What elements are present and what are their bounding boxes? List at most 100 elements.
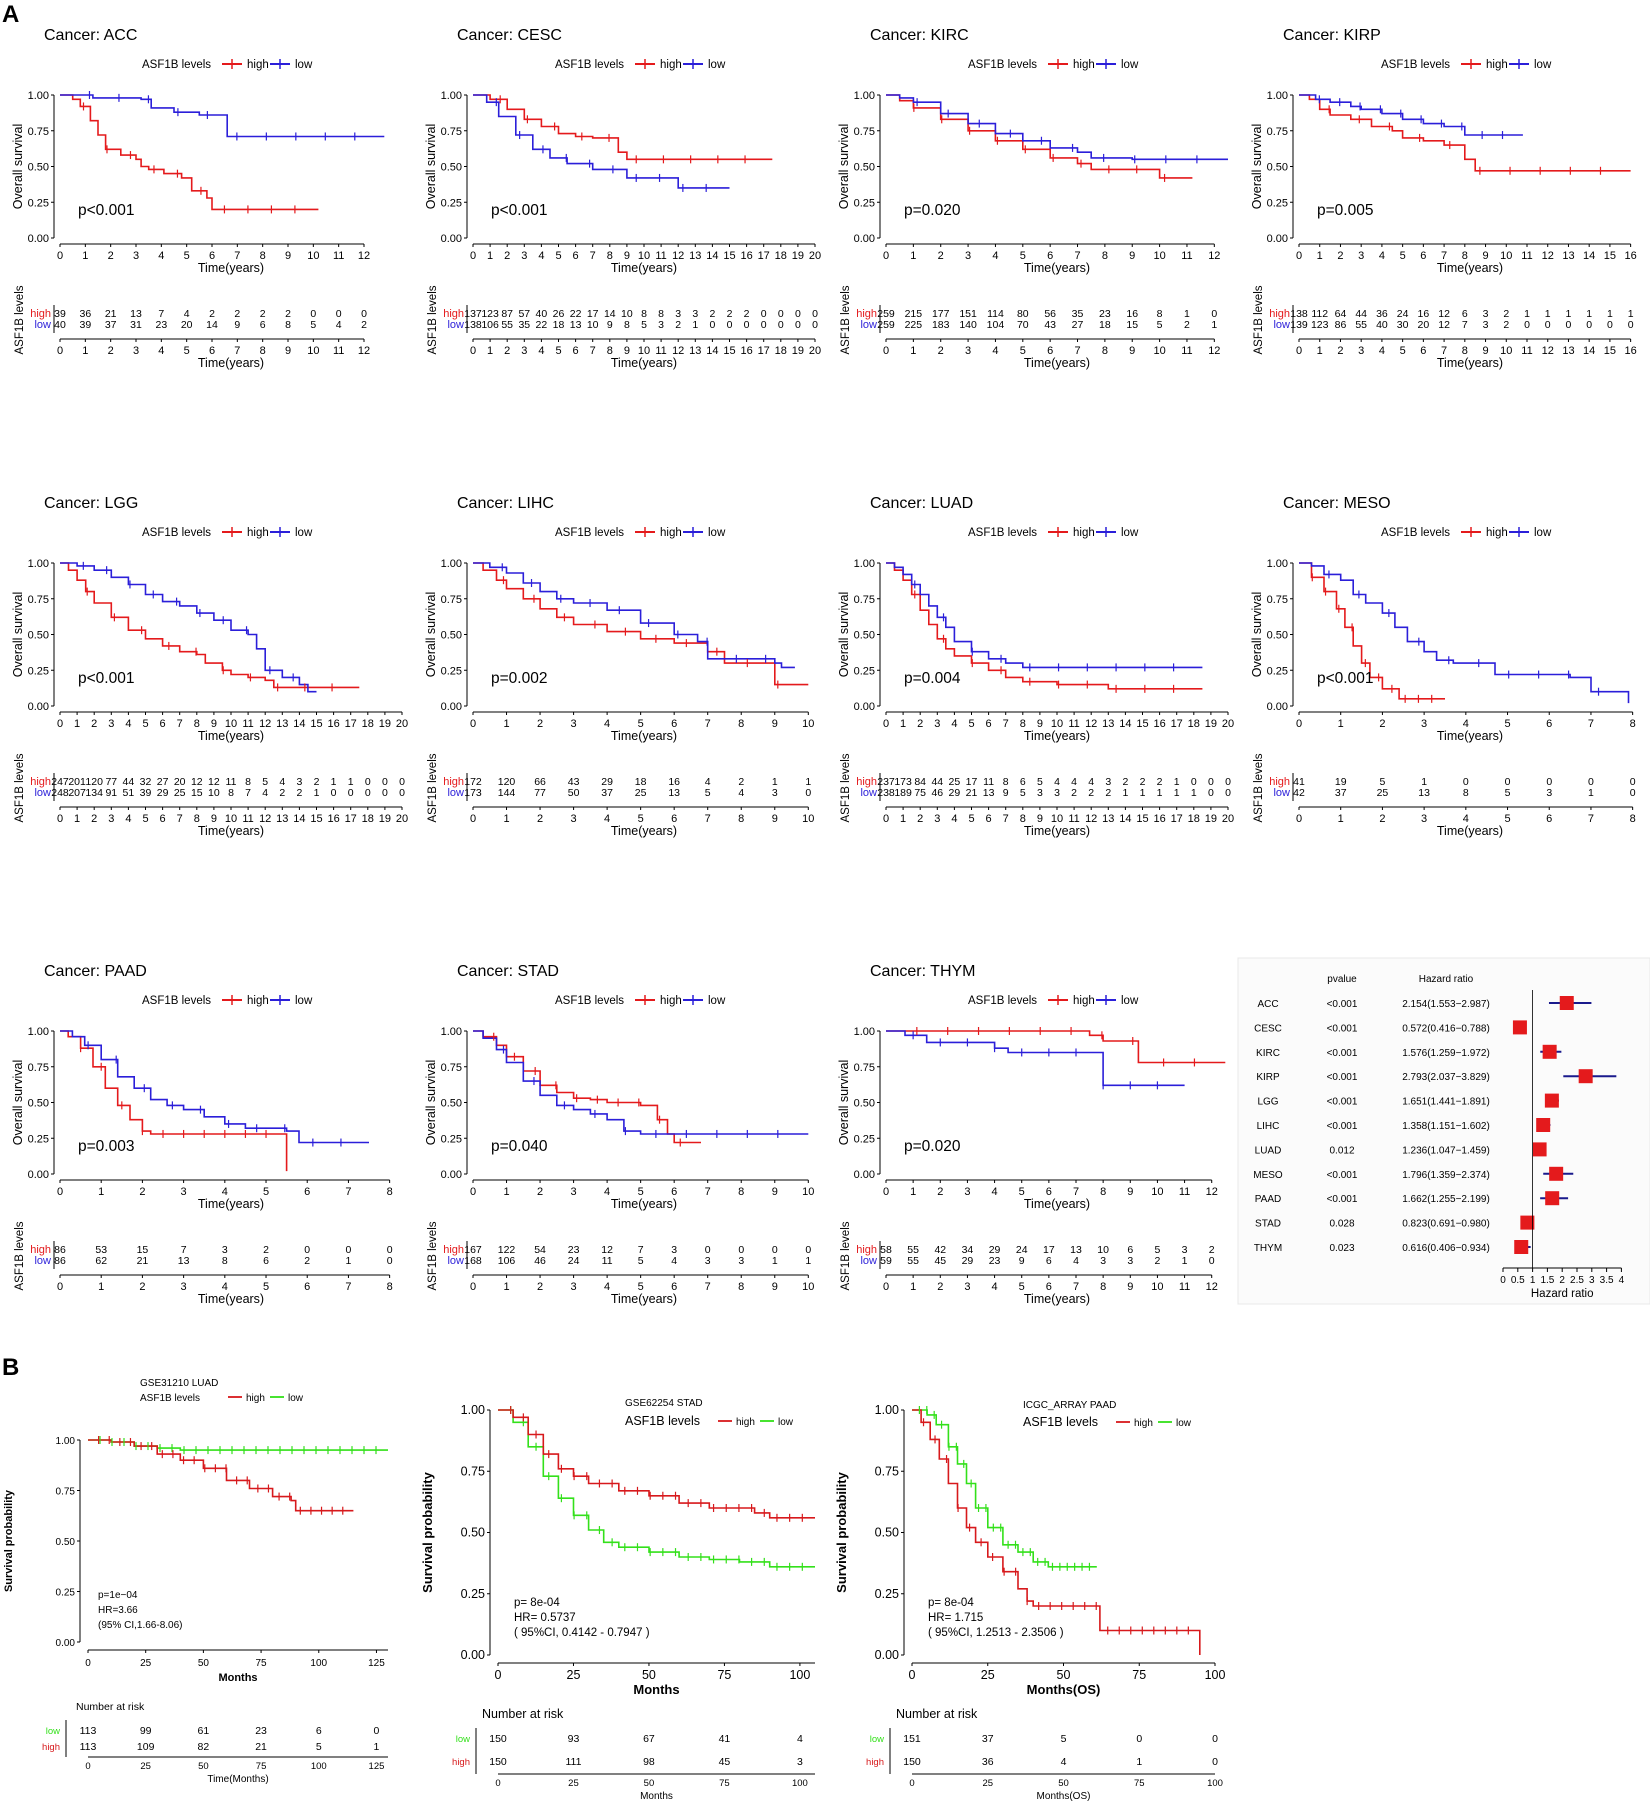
risk-x-tick-label: 4 <box>1379 345 1385 357</box>
forest-hr-box <box>1549 1166 1564 1181</box>
risk-count-low: 21 <box>137 1255 149 1267</box>
risk-x-tick-label: 0 <box>57 1281 63 1293</box>
risk-count-high: 13 <box>130 308 142 320</box>
risk-count-low: 13 <box>570 319 582 331</box>
risk-count-high: 8 <box>658 308 664 320</box>
risk-count-high: 21 <box>255 1741 267 1753</box>
risk-x-tick-label: 12 <box>1542 345 1554 357</box>
x-tick-label: 9 <box>1129 250 1135 262</box>
risk-count-low: 2 <box>304 1255 310 1267</box>
risk-count-high: 138 <box>1290 308 1308 320</box>
x-tick-label: 2 <box>938 250 944 262</box>
y-tick-label: 0.25 <box>56 1588 76 1599</box>
panel-b-label: B <box>2 1354 19 1381</box>
x-tick-label: 13 <box>1562 250 1574 262</box>
risk-count-low: 173 <box>464 787 482 799</box>
x-tick-label: 75 <box>256 1658 268 1669</box>
risk-high-label: high <box>856 308 877 320</box>
x-tick-label: 7 <box>345 1186 351 1198</box>
risk-x-tick-label: 25 <box>568 1778 579 1789</box>
risk-x-tick-label: 5 <box>1400 345 1406 357</box>
x-tick-label: 1 <box>74 718 80 730</box>
risk-count-high: 120 <box>85 776 103 788</box>
risk-count-low: 1 <box>805 1255 811 1267</box>
x-tick-label: 5 <box>1020 250 1026 262</box>
risk-x-tick-label: 10 <box>638 345 650 357</box>
km-curve-low <box>60 94 385 138</box>
risk-count-high: 86 <box>54 1244 66 1256</box>
risk-count-low: 6 <box>260 319 266 331</box>
x-tick-label: 75 <box>1132 1668 1146 1682</box>
legend-title: ASF1B levels <box>142 59 211 71</box>
p-value: p<0.001 <box>1317 670 1373 687</box>
risk-count-low: 5 <box>705 787 711 799</box>
risk-count-low: 42 <box>1293 787 1305 799</box>
x-tick-label: 20 <box>809 250 821 262</box>
x-tick-label: 1 <box>1317 250 1323 262</box>
y-axis-title: Overall survival <box>1250 124 1264 209</box>
km-curve-low <box>912 1409 1097 1568</box>
x-tick-label: 5 <box>184 250 190 262</box>
risk-count-high: 1 <box>1421 776 1427 788</box>
dataset-title: ICGC_ARRAY PAAD <box>1023 1400 1116 1411</box>
x-tick-label: 12 <box>1085 718 1097 730</box>
x-tick-label: 5 <box>638 718 644 730</box>
risk-y-title: ASF1B levels <box>1253 753 1265 822</box>
forest-row-hr: 2.793(2.037−3.829) <box>1402 1072 1490 1083</box>
risk-x-tick-label: 7 <box>705 813 711 825</box>
risk-x-tick-label: 9 <box>285 345 291 357</box>
risk-count-high: 84 <box>914 776 926 788</box>
risk-count-high: 41 <box>1293 776 1305 788</box>
risk-count-high: 24 <box>1016 1244 1028 1256</box>
risk-x-tick-label: 25 <box>140 1761 151 1772</box>
x-axis-title: Time(years) <box>1437 261 1503 275</box>
risk-count-high: 18 <box>635 776 647 788</box>
risk-y-title: ASF1B levels <box>14 753 26 822</box>
y-tick-label: 0.75 <box>28 126 49 138</box>
risk-x-tick-label: 0 <box>495 1778 500 1789</box>
panel-b: GSE31210 LUAD ASF1B levels high low 0.00 0.25… <box>3 1378 1225 1802</box>
risk-count-low: 0 <box>805 787 811 799</box>
risk-x-tick-label: 6 <box>1546 813 1552 825</box>
risk-count-high: 1 <box>374 1741 380 1753</box>
forest-plot: pvalue Hazard ratio ACC <0.001 2.154(1.553−2… <box>1237 957 1650 1305</box>
risk-x-tick-label: 13 <box>276 813 288 825</box>
y-tick-label: 1.00 <box>28 558 49 570</box>
risk-count-low: 104 <box>987 319 1005 331</box>
y-axis-title: Overall survival <box>424 124 438 209</box>
x-tick-label: 7 <box>234 250 240 262</box>
km-plot-b-1: GSE31210 LUAD ASF1B levels high low 0.00 0.25… <box>3 1378 388 1785</box>
risk-count-high: 22 <box>570 308 582 320</box>
risk-count-low: 139 <box>1290 319 1308 331</box>
stat-line: p= 8e-04 <box>514 1597 560 1609</box>
dataset-title: GSE31210 LUAD <box>140 1378 218 1389</box>
risk-x-tick-label: 14 <box>1583 345 1595 357</box>
x-tick-label: 6 <box>573 250 579 262</box>
risk-low-label: low <box>447 319 464 331</box>
x-tick-label: 3 <box>571 718 577 730</box>
y-tick-label: 0.00 <box>441 1169 462 1181</box>
risk-x-tick-label: 16 <box>1625 345 1637 357</box>
risk-count-low: 106 <box>481 319 499 331</box>
risk-count-high: 1 <box>1566 308 1572 320</box>
risk-count-low: 3 <box>1100 1255 1106 1267</box>
panel-a-label: A <box>2 1 19 28</box>
risk-count-high: 17 <box>1043 1244 1055 1256</box>
risk-count-high: 82 <box>198 1741 210 1753</box>
legend-title: ASF1B levels <box>142 995 211 1007</box>
risk-count-high: 0 <box>812 308 818 320</box>
risk-count-high: 12 <box>1438 308 1450 320</box>
risk-count-high: 1 <box>331 776 337 788</box>
risk-count-low: 207 <box>68 787 86 799</box>
risk-count-high: 36 <box>79 308 91 320</box>
risk-count-low: 9 <box>607 319 613 331</box>
risk-count-high: 34 <box>962 1244 974 1256</box>
risk-x-tick-label: 1 <box>1338 813 1344 825</box>
y-tick-label: 1.00 <box>1267 558 1288 570</box>
risk-count-high: 0 <box>705 1244 711 1256</box>
risk-x-tick-label: 6 <box>986 813 992 825</box>
risk-x-tick-label: 3 <box>965 345 971 357</box>
x-tick-label: 50 <box>1057 1668 1071 1682</box>
risk-x-tick-label: 1 <box>74 813 80 825</box>
